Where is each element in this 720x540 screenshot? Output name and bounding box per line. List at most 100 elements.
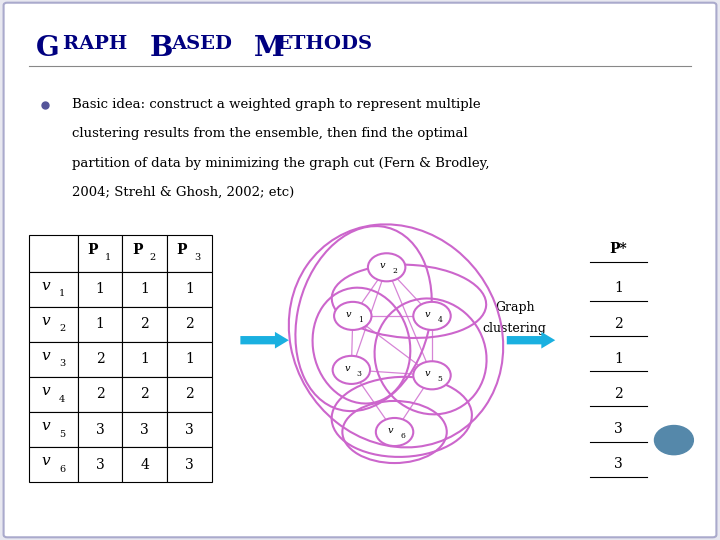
Text: 1: 1	[614, 281, 623, 295]
Text: RAPH: RAPH	[63, 35, 135, 53]
Text: P: P	[87, 242, 98, 256]
Text: v: v	[42, 454, 50, 468]
Text: 2: 2	[96, 388, 104, 401]
Text: v: v	[42, 314, 50, 328]
Text: 1: 1	[185, 282, 194, 296]
Bar	[167, 235, 212, 272]
Bar	[29, 307, 78, 342]
Circle shape	[654, 426, 693, 455]
Text: B: B	[150, 35, 173, 62]
Bar	[29, 235, 78, 272]
Text: v: v	[42, 279, 50, 293]
Text: 1: 1	[105, 253, 112, 262]
Bar	[78, 447, 122, 482]
Text: 2: 2	[150, 253, 156, 262]
Text: v: v	[344, 364, 350, 373]
Circle shape	[333, 356, 370, 384]
Text: 1: 1	[59, 289, 66, 298]
Text: 1: 1	[614, 352, 623, 366]
Bar	[167, 307, 212, 342]
Circle shape	[413, 361, 451, 389]
Text: Graph: Graph	[495, 301, 535, 314]
Bar	[122, 272, 167, 307]
Text: 3: 3	[194, 253, 201, 262]
Text: v: v	[379, 261, 385, 270]
Text: 6: 6	[400, 432, 405, 440]
Text: 4: 4	[438, 316, 442, 323]
FancyArrowPatch shape	[240, 332, 289, 348]
Bar	[29, 377, 78, 412]
Text: Basic idea: construct a weighted graph to represent multiple: Basic idea: construct a weighted graph t…	[72, 98, 481, 111]
Bar	[78, 235, 122, 272]
Bar	[167, 272, 212, 307]
Bar	[167, 342, 212, 377]
Text: 4: 4	[140, 458, 149, 471]
Text: clustering results from the ensemble, then find the optimal: clustering results from the ensemble, th…	[72, 127, 468, 140]
Text: 3: 3	[185, 423, 194, 436]
Text: 2: 2	[96, 353, 104, 366]
Text: 2: 2	[392, 267, 397, 275]
Circle shape	[413, 302, 451, 330]
Text: 1: 1	[185, 353, 194, 366]
Text: 1: 1	[96, 282, 104, 296]
Text: 3: 3	[357, 370, 361, 377]
Text: 6: 6	[59, 465, 65, 474]
Bar	[29, 412, 78, 447]
Text: ETHODS: ETHODS	[276, 35, 372, 53]
Text: G: G	[36, 35, 60, 62]
Bar	[29, 447, 78, 482]
Text: ASED: ASED	[171, 35, 238, 53]
Bar	[78, 377, 122, 412]
Text: 3: 3	[185, 458, 194, 471]
Text: v: v	[425, 369, 431, 378]
Text: 1: 1	[140, 282, 149, 296]
Bar	[29, 272, 78, 307]
Text: P: P	[132, 242, 143, 256]
Text: 2: 2	[185, 388, 194, 401]
Text: 3: 3	[614, 457, 623, 471]
Bar	[167, 377, 212, 412]
Text: 2: 2	[614, 316, 623, 330]
Bar	[122, 447, 167, 482]
Text: 2004; Strehl & Ghosh, 2002; etc): 2004; Strehl & Ghosh, 2002; etc)	[72, 186, 294, 199]
Text: 2: 2	[140, 318, 149, 331]
Bar	[122, 235, 167, 272]
Text: 2: 2	[185, 318, 194, 331]
Text: partition of data by minimizing the graph cut (Fern & Brodley,: partition of data by minimizing the grap…	[72, 157, 490, 170]
Bar	[78, 412, 122, 447]
Bar	[167, 412, 212, 447]
Bar	[122, 412, 167, 447]
Text: 2: 2	[59, 325, 66, 333]
Text: 1: 1	[96, 318, 104, 331]
Text: 1: 1	[359, 316, 363, 323]
Bar	[122, 342, 167, 377]
Bar	[78, 342, 122, 377]
Text: 3: 3	[96, 423, 104, 436]
Bar	[29, 342, 78, 377]
Text: 3: 3	[140, 423, 149, 436]
Text: 5: 5	[59, 430, 65, 438]
FancyArrowPatch shape	[507, 332, 555, 348]
Circle shape	[376, 418, 413, 446]
Text: v: v	[42, 349, 50, 363]
Text: v: v	[387, 426, 393, 435]
Text: 3: 3	[614, 422, 623, 436]
Text: 3: 3	[96, 458, 104, 471]
Circle shape	[368, 253, 405, 281]
Text: v: v	[346, 310, 351, 319]
Text: clustering: clustering	[483, 322, 546, 335]
Text: 2: 2	[614, 387, 623, 401]
Text: v: v	[42, 419, 50, 433]
Text: 1: 1	[140, 353, 149, 366]
Bar	[122, 377, 167, 412]
Text: v: v	[425, 310, 431, 319]
Text: M: M	[253, 35, 284, 62]
Text: P*: P*	[610, 242, 627, 256]
Text: 2: 2	[140, 388, 149, 401]
Bar	[122, 307, 167, 342]
Bar	[167, 447, 212, 482]
Bar	[78, 272, 122, 307]
Text: 3: 3	[59, 360, 66, 368]
Text: 4: 4	[59, 395, 66, 403]
Text: P: P	[176, 242, 187, 256]
